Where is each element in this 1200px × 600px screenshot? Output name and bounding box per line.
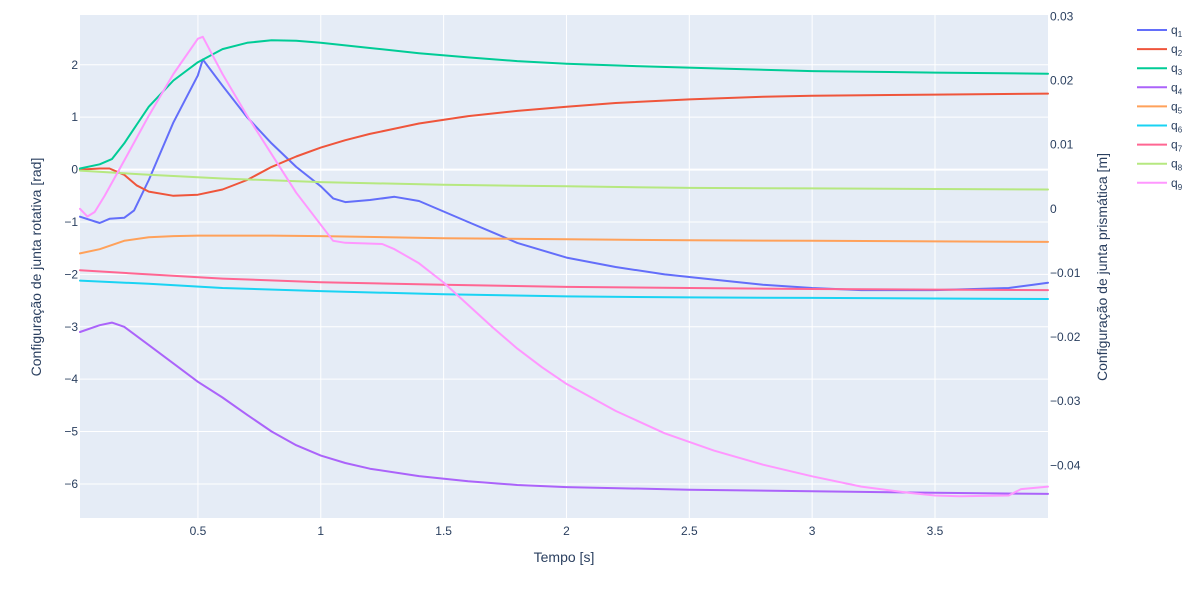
legend: q1 q2 q3 q4 q5 q6 q7 q8 q9 bbox=[1137, 23, 1183, 192]
legend-label: q5 bbox=[1171, 99, 1183, 115]
legend-label: q2 bbox=[1171, 42, 1183, 58]
legend-item-q9: q9 bbox=[1137, 176, 1183, 192]
y-right-tick-label: 0 bbox=[1050, 202, 1057, 216]
legend-label: q8 bbox=[1171, 157, 1183, 173]
legend-label-subscript: 3 bbox=[1178, 68, 1183, 77]
series-line-q1 bbox=[79, 58, 1049, 292]
legend-item-q2: q2 bbox=[1137, 42, 1183, 58]
x-tick-label: 1 bbox=[317, 524, 324, 538]
legend-label: q9 bbox=[1171, 176, 1183, 192]
legend-label-subscript: 7 bbox=[1178, 145, 1183, 154]
legend-item-q7: q7 bbox=[1137, 138, 1183, 154]
legend-label-subscript: 4 bbox=[1178, 87, 1183, 96]
series-line-q3 bbox=[79, 39, 1049, 170]
y-right-tick-label: 0.02 bbox=[1050, 73, 1074, 87]
y-right-tick-label: 0.03 bbox=[1050, 9, 1074, 23]
y-left-tick-label: −5 bbox=[64, 425, 78, 439]
legend-label: q3 bbox=[1171, 61, 1183, 77]
series-line-q6 bbox=[79, 279, 1049, 300]
legend-label: q7 bbox=[1171, 138, 1183, 154]
y-axis-left-title: Configuração de junta rotativa [rad] bbox=[28, 158, 44, 377]
series-line-q9 bbox=[79, 35, 1049, 498]
y-right-tick-label: −0.04 bbox=[1050, 458, 1081, 472]
legend-item-q8: q8 bbox=[1137, 157, 1183, 173]
legend-label-subscript: 8 bbox=[1178, 164, 1183, 173]
x-tick-label: 2.5 bbox=[681, 524, 698, 538]
legend-label-subscript: 1 bbox=[1178, 30, 1183, 39]
x-tick-label: 2 bbox=[563, 524, 570, 538]
legend-item-q1: q1 bbox=[1137, 23, 1183, 39]
y-left-tick-label: −6 bbox=[64, 477, 78, 491]
plot-background bbox=[80, 15, 1048, 518]
series-line-q2 bbox=[79, 92, 1049, 197]
series-line-q8 bbox=[79, 169, 1049, 191]
legend-label-subscript: 6 bbox=[1178, 126, 1183, 135]
x-axis-title: Tempo [s] bbox=[534, 549, 595, 565]
y-left-tick-label: −2 bbox=[64, 267, 78, 281]
x-tick-label: 1.5 bbox=[435, 524, 452, 538]
legend-label-subscript: 5 bbox=[1178, 106, 1183, 115]
x-tick-label: 0.5 bbox=[190, 524, 207, 538]
y-left-tick-label: 0 bbox=[71, 163, 78, 177]
legend-label: q6 bbox=[1171, 119, 1183, 135]
y-axis-left-ticks: 2 1 0 −1 −2 −3 −4 −5 −6 bbox=[64, 58, 78, 491]
y-right-tick-label: −0.03 bbox=[1050, 394, 1081, 408]
legend-label: q1 bbox=[1171, 23, 1183, 39]
x-axis-ticks: 0.5 1 1.5 2 2.5 3 3.5 bbox=[190, 524, 944, 538]
legend-item-q6: q6 bbox=[1137, 119, 1183, 135]
legend-label: q4 bbox=[1171, 80, 1183, 96]
y-right-tick-label: 0.01 bbox=[1050, 138, 1074, 152]
y-left-tick-label: 2 bbox=[71, 58, 78, 72]
legend-item-q4: q4 bbox=[1137, 80, 1183, 96]
y-left-tick-label: −4 bbox=[64, 372, 78, 386]
y-right-tick-label: −0.01 bbox=[1050, 266, 1081, 280]
grid-lines bbox=[80, 15, 1048, 518]
series-line-q4 bbox=[79, 321, 1049, 495]
x-tick-label: 3 bbox=[809, 524, 816, 538]
legend-item-q3: q3 bbox=[1137, 61, 1183, 77]
series-line-q5 bbox=[79, 234, 1049, 255]
y-left-tick-label: −1 bbox=[64, 215, 78, 229]
legend-label-subscript: 2 bbox=[1178, 49, 1183, 58]
x-tick-label: 3.5 bbox=[927, 524, 944, 538]
series-line-q7 bbox=[79, 269, 1049, 292]
legend-item-q5: q5 bbox=[1137, 99, 1183, 115]
y-left-tick-label: 1 bbox=[71, 110, 78, 124]
y-left-tick-label: −3 bbox=[64, 320, 78, 334]
y-right-tick-label: −0.02 bbox=[1050, 330, 1081, 344]
y-axis-right-ticks: 0.03 0.02 0.01 0 −0.01 −0.02 −0.03 −0.04 bbox=[1050, 9, 1081, 472]
y-axis-right-title: Configuração de junta prismática [m] bbox=[1094, 153, 1110, 381]
legend-label-subscript: 9 bbox=[1178, 183, 1183, 192]
series-lines bbox=[79, 35, 1049, 498]
